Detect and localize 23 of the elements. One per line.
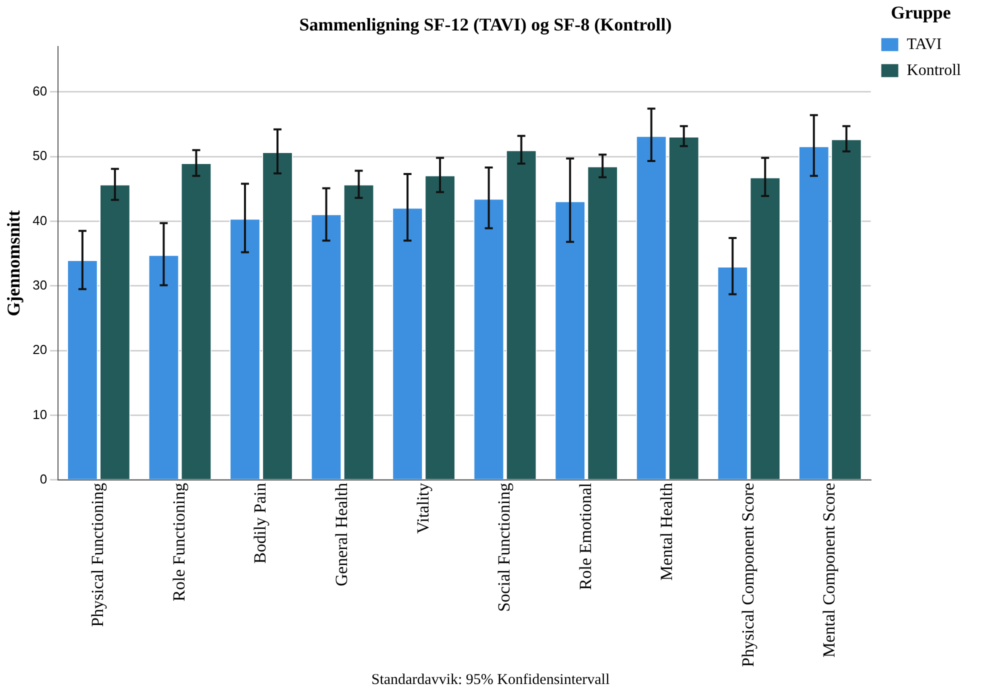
y-axis-title: Gjennomsnitt <box>3 210 24 316</box>
y-tick-label: 50 <box>32 148 48 164</box>
x-tick-label: Mental Health <box>657 482 676 581</box>
x-tick-label: Bodily Pain <box>250 482 270 564</box>
y-tick-label: 40 <box>32 212 48 228</box>
x-tick-label: Physical Functioning <box>88 482 108 627</box>
x-tick-label: Role Functioning <box>169 482 188 602</box>
chart-title: Sammenligning SF-12 (TAVI) og SF-8 (Kontroll) <box>299 14 672 34</box>
x-tick-label: General Health <box>332 482 351 586</box>
x-tick-label: Vitality <box>413 482 432 534</box>
legend-label: Kontroll <box>906 62 962 79</box>
y-tick-label: 60 <box>32 83 48 98</box>
y-tick-label: 20 <box>32 342 48 358</box>
y-tick-label: 0 <box>40 471 48 486</box>
y-tick-label: 10 <box>32 406 48 422</box>
text: Standardavvik: 95% Konfidensintervall <box>370 672 611 689</box>
x-tick-label: Social Functioning <box>494 482 514 612</box>
x-tick-label: Mental Component Score <box>820 482 839 658</box>
y-tick-label: 30 <box>32 277 48 292</box>
legend-label: TAVI <box>906 36 942 53</box>
legend-title: Gruppe <box>890 2 951 23</box>
x-tick-label: Role Emotional <box>576 482 595 590</box>
x-tick-label: Physical Component Score <box>738 482 758 668</box>
